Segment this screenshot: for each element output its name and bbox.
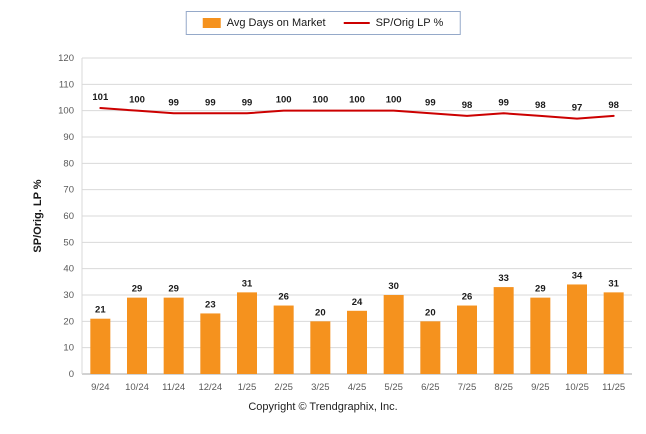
- bar-value-label: 29: [168, 284, 179, 295]
- bar: [237, 292, 257, 374]
- line-value-label: 98: [535, 100, 546, 111]
- line-value-label: 99: [205, 97, 216, 108]
- bar: [603, 292, 624, 374]
- x-category-label: 3/25: [311, 382, 330, 393]
- bar-value-label: 31: [608, 278, 619, 289]
- legend: Avg Days on Market SP/Orig LP %: [185, 11, 461, 35]
- y-tick-label: 20: [63, 316, 74, 327]
- bar-value-label: 33: [498, 273, 509, 284]
- legend-item-line: SP/Orig LP %: [343, 17, 444, 29]
- line-value-label: 98: [608, 100, 619, 111]
- legend-item-bar: Avg Days on Market: [202, 17, 326, 29]
- bar-value-label: 26: [278, 292, 289, 303]
- bar: [383, 295, 404, 374]
- bar-value-label: 30: [388, 281, 399, 292]
- bar: [200, 313, 221, 374]
- bar: [163, 297, 184, 374]
- bar: [567, 284, 587, 374]
- y-tick-label: 50: [63, 237, 74, 248]
- x-category-label: 8/25: [494, 382, 513, 393]
- line-value-label: 100: [312, 95, 328, 106]
- bar-value-label: 24: [352, 297, 363, 308]
- bar: [420, 321, 441, 374]
- x-category-label: 6/25: [421, 382, 440, 393]
- line-value-label: 100: [386, 95, 402, 106]
- bar: [273, 305, 294, 374]
- y-tick-label: 80: [63, 158, 74, 169]
- line-value-label: 99: [425, 97, 436, 108]
- bar-value-label: 21: [95, 305, 106, 316]
- line-value-label: 98: [462, 100, 473, 111]
- bar-series-swatch: [202, 18, 221, 28]
- legend-bar-label: Avg Days on Market: [226, 17, 326, 29]
- bar: [310, 321, 331, 374]
- bar: [347, 310, 367, 374]
- y-tick-label: 30: [63, 290, 74, 301]
- x-category-label: 12/24: [198, 382, 222, 393]
- y-tick-label: 10: [63, 343, 74, 354]
- x-category-label: 9/25: [531, 382, 550, 393]
- bar-value-label: 20: [425, 307, 436, 318]
- bar-value-label: 29: [132, 284, 143, 295]
- line-value-label: 99: [168, 97, 179, 108]
- bar-value-label: 31: [242, 278, 253, 289]
- bar-value-label: 20: [315, 307, 326, 318]
- y-tick-label: 100: [58, 106, 74, 117]
- bar-value-label: 26: [462, 292, 473, 303]
- x-category-label: 7/25: [458, 382, 477, 393]
- x-category-label: 5/25: [384, 382, 403, 393]
- legend-line-label: SP/Orig LP %: [375, 17, 444, 29]
- y-tick-label: 70: [63, 185, 74, 196]
- sp-orig-lp-line: [99, 107, 615, 120]
- y-tick-label: 90: [63, 132, 74, 143]
- y-tick-label: 60: [63, 211, 74, 222]
- line-value-label: 99: [242, 97, 253, 108]
- line-value-label: 100: [349, 95, 365, 106]
- bar-value-label: 34: [572, 270, 583, 281]
- bar: [127, 297, 147, 374]
- bar: [493, 287, 514, 374]
- line-value-label: 100: [276, 95, 292, 106]
- bar: [457, 305, 477, 374]
- line-value-label: 99: [498, 97, 509, 108]
- bar: [530, 297, 551, 374]
- bar-value-label: 29: [535, 284, 546, 295]
- line-value-label: 100: [129, 95, 145, 106]
- x-category-label: 11/24: [162, 382, 185, 393]
- line-value-label: 101: [92, 92, 109, 103]
- y-tick-label: 0: [69, 369, 74, 380]
- y-tick-label: 110: [59, 79, 74, 90]
- x-category-label: 10/25: [565, 382, 589, 393]
- x-category-label: 11/25: [602, 382, 625, 393]
- x-category-label: 4/25: [348, 382, 367, 393]
- x-category-label: 10/24: [125, 382, 149, 393]
- line-value-label: 97: [572, 103, 583, 114]
- line-series-swatch: [343, 22, 370, 24]
- x-category-label: 1/25: [238, 382, 257, 393]
- x-category-label: 2/25: [274, 382, 293, 393]
- y-tick-label: 120: [58, 53, 74, 64]
- copyright-text: Copyright © Trendgraphix, Inc.: [248, 401, 398, 413]
- bar-value-label: 23: [205, 299, 216, 310]
- bar: [90, 318, 111, 374]
- x-category-label: 9/24: [91, 382, 110, 393]
- y-tick-label: 40: [63, 264, 74, 275]
